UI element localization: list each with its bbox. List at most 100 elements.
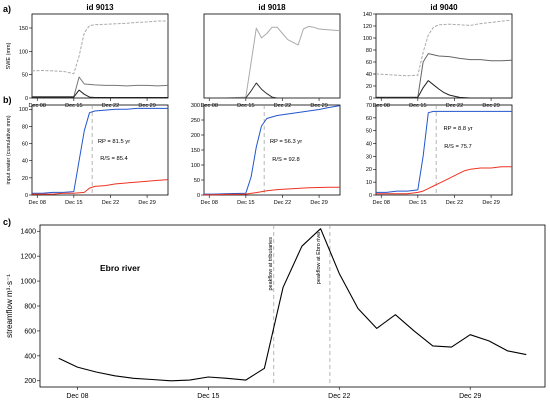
x-tick-label: Dec 22 — [274, 200, 291, 206]
y-tick-label: 70 — [366, 103, 372, 109]
chart-a-9018: id 9018 Dec 08 Dec 15 Dec 22 Dec 29 — [201, 3, 341, 109]
x-tick-label: Dec 22 — [102, 103, 119, 109]
y-tick-label: 400 — [24, 353, 36, 360]
chart-a-9013: id 9013 0 50 100 150 Dec 08 Dec 15 Dec 22 Dec 29… — [6, 3, 169, 109]
series-line-0 — [58, 228, 527, 382]
y-tick-label: 80 — [366, 48, 372, 54]
series-line-2 — [32, 89, 168, 98]
y-tick-label: 60 — [366, 116, 372, 122]
annotation: R/S = 75.7 — [444, 144, 472, 150]
y-tick-label: 40 — [22, 159, 28, 165]
x-tick-label: Dec 08 — [29, 103, 46, 109]
chart-title: id 9018 — [258, 3, 286, 12]
series-line-0 — [32, 107, 168, 194]
y-tick-label: 0 — [197, 193, 200, 199]
x-tick-label: Dec 22 — [102, 200, 119, 206]
series-line-1 — [376, 166, 512, 195]
y-tick-label: 60 — [366, 60, 372, 66]
y-tick-label: 150 — [191, 148, 200, 154]
x-tick-label: Dec 22 — [446, 103, 463, 109]
series-line-1 — [204, 186, 340, 196]
plot-frame — [203, 13, 341, 99]
y-tick-label: 100 — [19, 49, 28, 55]
chart-title: id 9013 — [86, 3, 114, 12]
y-tick-label: 1000 — [20, 279, 36, 286]
x-tick-label: Dec 08 — [66, 393, 88, 400]
series-line-1 — [32, 76, 169, 98]
y-tick-label: 300 — [191, 103, 200, 109]
series-line-1 — [204, 82, 340, 99]
annotation: R/S = 85.4 — [100, 156, 128, 162]
x-tick-label: Dec 15 — [409, 103, 426, 109]
x-tick-label: Dec 15 — [409, 200, 426, 206]
y-tick-label: 0 — [369, 96, 372, 102]
x-tick-label: Dec 15 — [65, 103, 82, 109]
panel-label-a: a) — [3, 4, 11, 14]
y-tick-label: 150 — [19, 26, 28, 32]
y-tick-label: 250 — [191, 118, 200, 124]
x-tick-label: Dec 15 — [237, 103, 254, 109]
x-tick-label: Dec 29 — [459, 393, 481, 400]
y-axis-label: SWE (mm) — [6, 42, 12, 69]
annotation: R/S = 92.8 — [272, 157, 300, 163]
panel-label-b: b) — [3, 95, 12, 105]
y-axis-label: input water (cumulative mm) — [6, 115, 12, 184]
x-tick-label: Dec 08 — [373, 200, 390, 206]
river-label: Ebro river — [100, 263, 141, 273]
x-tick-label: Dec 29 — [310, 200, 327, 206]
series-line-1 — [32, 179, 169, 195]
y-tick-label: 1200 — [20, 254, 36, 261]
x-tick-label: Dec 08 — [201, 200, 218, 206]
y-tick-label: 120 — [363, 24, 372, 30]
y-tick-label: 20 — [366, 167, 372, 173]
series-line-2 — [376, 80, 512, 99]
plot-frame — [203, 104, 341, 196]
chart-c-ebro: 200 400 600 800 1000 1200 1400 Dec 08 Dec 15 Dec … — [5, 224, 546, 400]
x-tick-label: Dec 29 — [310, 103, 327, 109]
x-tick-label: Dec 08 — [373, 103, 390, 109]
chart-a-9040: id 9040 0 20 40 60 80 100 120 140 Dec 08 Dec 15 Dec… — [363, 3, 513, 109]
y-tick-label: 0 — [369, 193, 372, 199]
x-tick-label: Dec 29 — [482, 103, 499, 109]
y-tick-label: 20 — [22, 176, 28, 182]
series-line-0 — [376, 110, 512, 193]
plot-frame — [375, 104, 513, 196]
x-tick-label: Dec 15 — [237, 200, 254, 206]
y-tick-label: 100 — [191, 163, 200, 169]
y-tick-label: 80 — [22, 124, 28, 130]
y-tick-label: 100 — [363, 36, 372, 42]
series-line-0 — [31, 20, 168, 75]
series-line-0 — [204, 25, 341, 99]
x-tick-label: Dec 08 — [201, 103, 218, 109]
y-tick-label: 600 — [24, 328, 36, 335]
y-tick-label: 20 — [366, 84, 372, 90]
y-tick-label: 60 — [22, 141, 28, 147]
annotation: RP = 81.5 yr — [98, 139, 130, 145]
y-tick-label: 10 — [366, 180, 372, 186]
x-tick-label: Dec 15 — [65, 200, 82, 206]
annotation: RP = 56.3 yr — [270, 139, 302, 145]
annotation-ebro: peakflow at Ebro river — [316, 231, 322, 284]
panel-label-c: c) — [3, 217, 11, 227]
y-tick-label: 1400 — [20, 229, 36, 236]
x-tick-label: Dec 22 — [446, 200, 463, 206]
x-tick-label: Dec 29 — [138, 103, 155, 109]
plot-frame — [39, 224, 546, 388]
y-tick-label: 40 — [366, 72, 372, 78]
y-tick-label: 50 — [194, 178, 200, 184]
annotation: RP = 8.8 yr — [443, 126, 472, 132]
x-tick-label: Dec 29 — [138, 200, 155, 206]
x-tick-label: Dec 22 — [328, 393, 350, 400]
y-tick-label: 50 — [366, 129, 372, 135]
y-axis-label: streamflow m³·s⁻¹ — [5, 274, 14, 338]
series-line-0 — [204, 105, 341, 195]
x-tick-label: Dec 22 — [274, 103, 291, 109]
y-tick-label: 200 — [24, 378, 36, 385]
annotation-tributaries: peakflow at tributaries — [268, 237, 274, 291]
y-tick-label: 50 — [22, 73, 28, 79]
chart-title: id 9040 — [430, 3, 458, 12]
